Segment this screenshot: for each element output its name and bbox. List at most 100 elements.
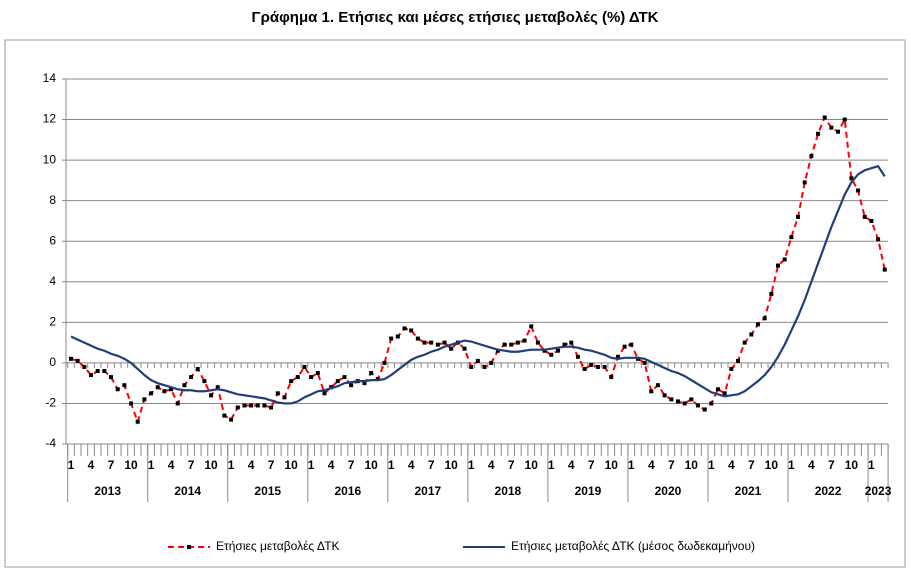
- data-point: [842, 117, 847, 122]
- data-point: [642, 360, 647, 365]
- data-point: [409, 328, 414, 333]
- data-point: [309, 375, 314, 380]
- year-label: 2016: [334, 484, 361, 498]
- data-point: [776, 263, 781, 268]
- data-point: [862, 214, 867, 219]
- x-tick-label: 10: [845, 458, 859, 472]
- data-point: [615, 354, 620, 359]
- data-point: [202, 379, 207, 384]
- y-tick-label: -2: [45, 396, 56, 410]
- x-tick-label: 4: [808, 458, 815, 472]
- data-point: [475, 358, 480, 363]
- data-point: [802, 180, 807, 185]
- data-point: [662, 393, 667, 398]
- data-point: [189, 375, 194, 380]
- data-point: [195, 366, 200, 371]
- x-tick-label: 10: [284, 458, 298, 472]
- data-point: [849, 176, 854, 181]
- data-point: [135, 419, 140, 424]
- x-tick-label: 10: [525, 458, 539, 472]
- data-point: [242, 403, 247, 408]
- x-tick-label: 10: [445, 458, 459, 472]
- x-tick-label: 7: [268, 458, 275, 472]
- data-point: [729, 366, 734, 371]
- data-point: [255, 403, 260, 408]
- data-point: [822, 115, 827, 120]
- data-point: [129, 401, 134, 406]
- x-tick-label: 1: [148, 458, 155, 472]
- x-tick-label: 1: [388, 458, 395, 472]
- x-tick-label: 10: [765, 458, 779, 472]
- y-tick-label: -4: [45, 436, 56, 450]
- y-tick-label: 12: [43, 112, 57, 126]
- data-point: [482, 364, 487, 369]
- data-point: [449, 346, 454, 351]
- data-point: [675, 399, 680, 404]
- data-point: [742, 340, 747, 345]
- data-point: [655, 383, 660, 388]
- year-label: 2022: [815, 484, 842, 498]
- year-label: 2021: [735, 484, 762, 498]
- chart-frame: [4, 39, 906, 568]
- data-point: [462, 346, 467, 351]
- data-point: [82, 364, 87, 369]
- series-line: [70, 164, 886, 405]
- data-point: [882, 267, 887, 272]
- x-tick-label: 7: [508, 458, 515, 472]
- x-tick-label: 1: [228, 458, 235, 472]
- y-tick-label: 4: [49, 274, 56, 288]
- data-point: [262, 403, 267, 408]
- data-point: [796, 214, 801, 219]
- year-label: 2017: [414, 484, 441, 498]
- data-point: [302, 364, 307, 369]
- data-point: [389, 336, 394, 341]
- data-point: [782, 257, 787, 262]
- data-point: [589, 362, 594, 367]
- data-point: [382, 360, 387, 365]
- year-label: 2013: [94, 484, 121, 498]
- data-point: [789, 235, 794, 240]
- data-point: [429, 340, 434, 345]
- legend-label: Ετήσιες μεταβολές ΔΤΚ: [216, 539, 340, 553]
- data-point: [595, 364, 600, 369]
- y-tick-label: 2: [49, 315, 56, 329]
- data-point: [629, 342, 634, 347]
- data-point: [349, 383, 354, 388]
- data-point: [669, 397, 674, 402]
- data-point: [109, 375, 114, 380]
- data-point: [816, 131, 821, 136]
- data-point: [269, 405, 274, 410]
- data-point: [869, 218, 874, 223]
- data-point: [235, 405, 240, 410]
- data-point: [322, 391, 327, 396]
- x-tick-label: 1: [708, 458, 715, 472]
- data-point: [682, 401, 687, 406]
- data-point: [422, 340, 427, 345]
- data-point: [89, 373, 94, 378]
- data-point: [695, 403, 700, 408]
- data-point: [582, 366, 587, 371]
- data-point: [622, 344, 627, 349]
- data-point: [836, 129, 841, 134]
- data-point: [289, 379, 294, 384]
- data-point: [215, 385, 220, 390]
- data-point: [829, 125, 834, 130]
- x-tick-label: 4: [248, 458, 255, 472]
- data-point: [229, 417, 234, 422]
- data-point: [75, 358, 80, 363]
- x-tick-label: 7: [108, 458, 115, 472]
- data-point: [209, 393, 214, 398]
- x-tick-label: 7: [748, 458, 755, 472]
- data-point: [342, 375, 347, 380]
- year-label: 2023: [865, 484, 892, 498]
- year-label: 2020: [655, 484, 682, 498]
- data-point: [555, 348, 560, 353]
- x-tick-label: 4: [648, 458, 655, 472]
- data-point: [149, 391, 154, 396]
- y-tick-label: 10: [43, 152, 57, 166]
- x-tick-label: 4: [168, 458, 175, 472]
- chart-title: Γράφημα 1. Ετήσιες και μέσες ετήσιες μετ…: [252, 9, 659, 26]
- y-tick-label: 6: [49, 233, 56, 247]
- data-point: [162, 389, 167, 394]
